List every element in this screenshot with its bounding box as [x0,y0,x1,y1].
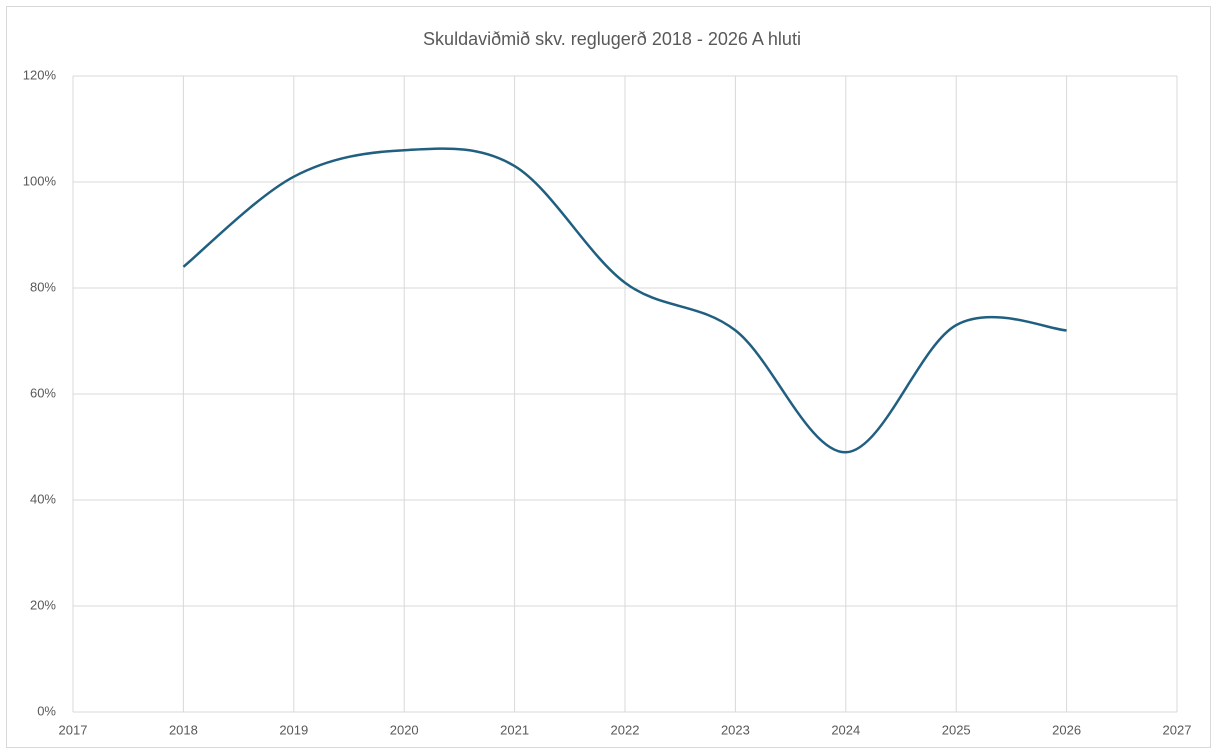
y-tick-label: 0% [37,703,56,718]
x-tick-label: 2025 [942,722,971,737]
x-tick-label: 2021 [500,722,529,737]
x-tick-label: 2026 [1052,722,1081,737]
y-tick-label: 60% [30,385,56,400]
y-tick-label: 100% [23,173,57,188]
y-tick-label: 120% [23,67,57,82]
chart-title: Skuldaviðmið skv. reglugerð 2018 - 2026 … [423,29,801,49]
data-line [182,147,1067,454]
x-tick-label: 2018 [169,722,198,737]
x-tick-label: 2024 [831,722,860,737]
x-tick-label: 2017 [59,722,88,737]
x-tick-label: 2020 [390,722,419,737]
x-tick-label: 2019 [279,722,308,737]
chart-border [6,6,1211,748]
y-tick-label: 80% [30,279,56,294]
y-tick-label: 20% [30,597,56,612]
y-tick-label: 40% [30,491,56,506]
x-tick-label: 2027 [1163,722,1192,737]
x-tick-label: 2022 [611,722,640,737]
x-tick-label: 2023 [721,722,750,737]
